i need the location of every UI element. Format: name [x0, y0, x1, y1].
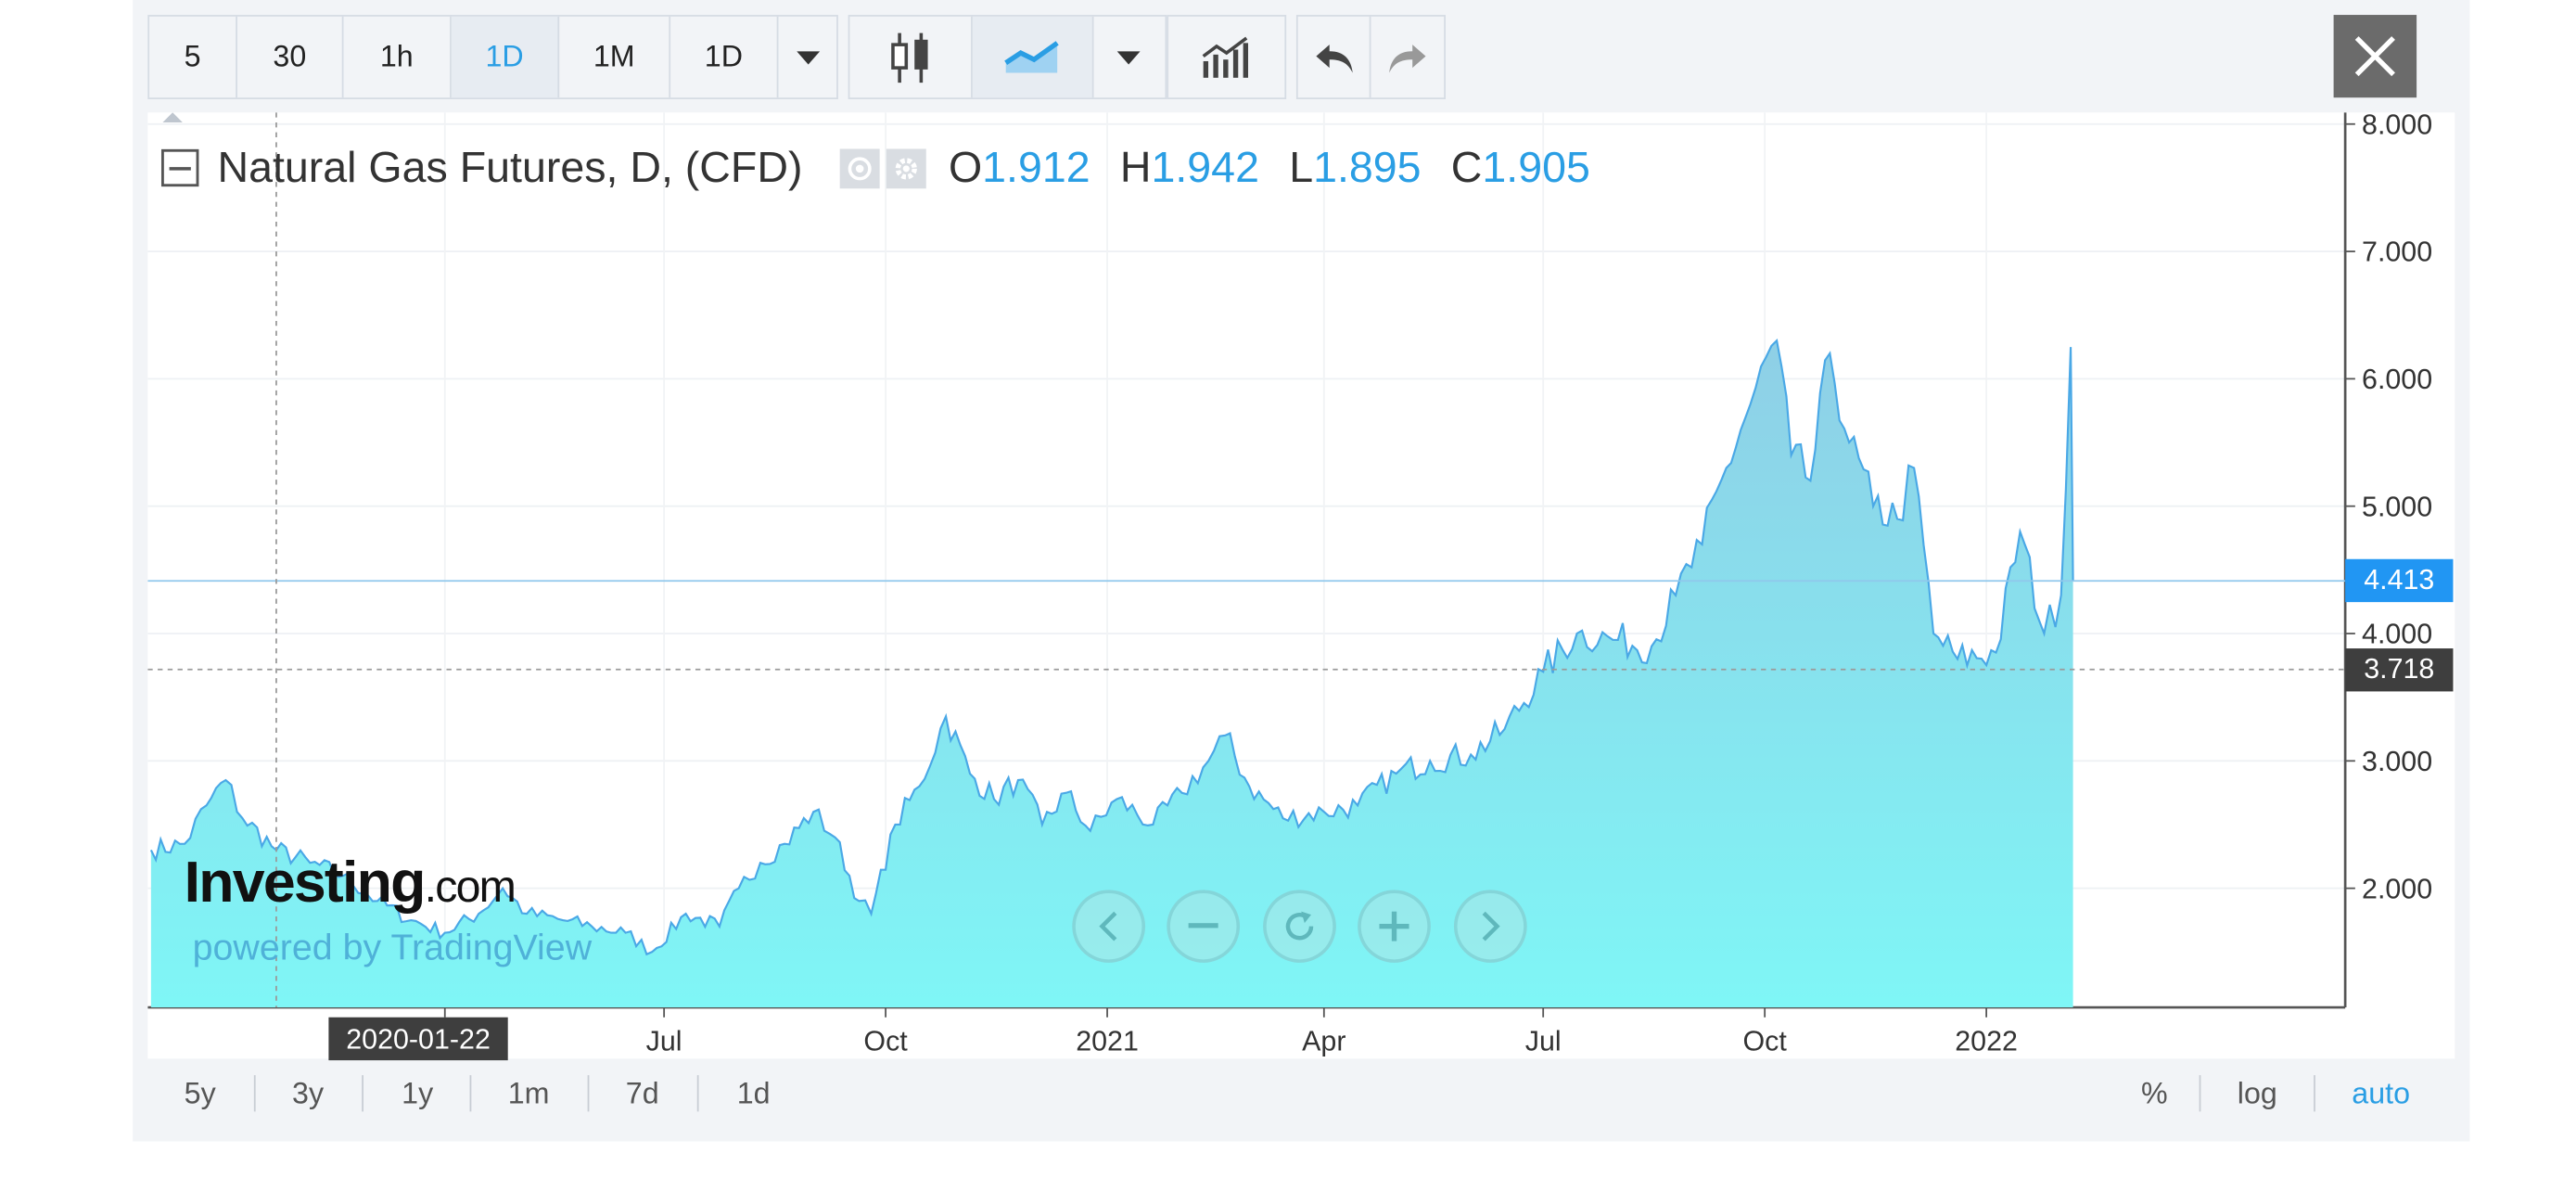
price-series-line — [149, 338, 2074, 956]
low-value: 1.895 — [1313, 142, 1422, 192]
range-divider — [587, 1075, 590, 1112]
area-chart-button[interactable] — [972, 16, 1094, 98]
range-1y-button[interactable]: 1y — [402, 1076, 434, 1109]
reset-icon — [1285, 911, 1314, 941]
reset-button[interactable] — [1263, 890, 1336, 963]
chart-type-group — [848, 15, 1167, 99]
interval-1d-button[interactable]: 1D — [451, 16, 560, 98]
range-divider — [2199, 1075, 2201, 1112]
range-divider — [2314, 1075, 2315, 1112]
visibility-icon[interactable] — [838, 147, 879, 188]
settings-icon[interactable] — [885, 147, 925, 188]
candlestick-icon — [890, 32, 927, 83]
interval-dropdown-button[interactable] — [778, 17, 836, 97]
indicators-icon — [1202, 35, 1249, 77]
zoom-in-button[interactable] — [1358, 890, 1431, 963]
x-tick-label: Oct — [863, 1026, 908, 1057]
chevron-left-icon — [1099, 911, 1117, 941]
range-divider — [362, 1075, 363, 1112]
open-label: O — [948, 142, 983, 192]
history-group — [1295, 15, 1447, 99]
log-scale-button[interactable]: log — [2237, 1076, 2277, 1109]
crosshair-date-label: 2020-01-22 — [328, 1017, 508, 1064]
range-7d-button[interactable]: 7d — [625, 1076, 659, 1109]
y-tick-label: 4.000 — [2362, 620, 2432, 650]
range-3y-button[interactable]: 3y — [292, 1076, 325, 1109]
interval-1m-button[interactable]: 1M — [559, 16, 671, 98]
auto-scale-button[interactable]: auto — [2352, 1076, 2411, 1109]
chevron-down-icon — [796, 50, 820, 64]
x-tick-label: Jul — [646, 1026, 682, 1057]
range-divider — [696, 1075, 699, 1112]
chevron-right-icon — [1482, 911, 1500, 941]
chart-type-dropdown-button[interactable] — [1094, 17, 1162, 97]
last-price-label: 4.413 — [2345, 559, 2454, 603]
candlestick-button[interactable] — [849, 16, 973, 98]
price-chart[interactable]: 2.000 3.000 4.000 5.000 6.000 7.000 8.000 Apr Ju… — [147, 112, 2455, 1058]
chevron-down-icon — [1116, 50, 1140, 64]
percent-scale-button[interactable]: % — [2140, 1076, 2168, 1109]
y-tick-label: 5.000 — [2362, 492, 2432, 522]
interval-30-button[interactable]: 30 — [237, 16, 344, 98]
x-tick-label: Oct — [1742, 1026, 1787, 1057]
scroll-up-icon[interactable] — [147, 112, 191, 129]
price-area-fill — [150, 340, 2073, 1008]
undo-icon — [1315, 44, 1352, 72]
range-divider — [469, 1075, 472, 1112]
powered-by-text: powered by TradingView — [192, 926, 593, 968]
scroll-right-button[interactable] — [1453, 890, 1527, 963]
x-tick-label: 2022 — [1955, 1026, 2018, 1057]
plus-icon — [1379, 911, 1409, 941]
low-label: L — [1289, 142, 1314, 192]
area-chart-icon — [1004, 40, 1059, 72]
range-1d-button[interactable]: 1d — [736, 1076, 771, 1109]
interval-group: 5 30 1h 1D 1M 1D — [147, 15, 838, 99]
y-tick-label: 8.000 — [2362, 112, 2432, 140]
x-tick-label: Jul — [1525, 1026, 1562, 1057]
crosshair-price-label: 3.718 — [2345, 647, 2454, 691]
close-icon — [2354, 36, 2395, 77]
zoom-out-button[interactable] — [1167, 890, 1241, 963]
y-tick-label: 6.000 — [2362, 365, 2432, 395]
y-tick-label: 2.000 — [2362, 874, 2432, 904]
indicators-group — [1167, 15, 1287, 99]
y-tick-label: 7.000 — [2362, 237, 2432, 268]
range-divider — [253, 1075, 256, 1112]
close-value: 1.905 — [1482, 142, 1590, 192]
interval-1h-button[interactable]: 1h — [344, 16, 452, 98]
range-1m-button[interactable]: 1m — [507, 1076, 550, 1109]
x-tick-label: Apr — [1302, 1026, 1345, 1057]
close-label: C — [1450, 142, 1483, 192]
scroll-left-button[interactable] — [1072, 890, 1146, 963]
interval-custom-button[interactable]: 1D — [670, 16, 779, 98]
investing-logo: Investing.com — [184, 850, 516, 916]
high-label: H — [1119, 142, 1152, 192]
symbol-title: Natural Gas Futures, D, (CFD) — [217, 142, 803, 192]
redo-button[interactable] — [1371, 17, 1444, 97]
open-value: 1.912 — [982, 142, 1090, 192]
y-tick-label: 3.000 — [2362, 747, 2432, 777]
undo-button[interactable] — [1298, 16, 1371, 98]
close-button[interactable] — [2333, 15, 2417, 98]
chart-legend: Natural Gas Futures, D, (CFD) O 1.912 H … — [160, 142, 1590, 193]
interval-5-button[interactable]: 5 — [149, 16, 237, 98]
indicators-button[interactable] — [1168, 17, 1284, 97]
range-5y-button[interactable]: 5y — [184, 1076, 216, 1109]
redo-icon — [1389, 44, 1426, 72]
chart-area[interactable]: 2.000 3.000 4.000 5.000 6.000 7.000 8.000 Apr Ju… — [147, 112, 2455, 1059]
range-bar: 5y 3y 1y 1m 7d 1d % log auto — [147, 1060, 2455, 1127]
x-tick-label: 2021 — [1076, 1026, 1139, 1057]
toolbar: 5 30 1h 1D 1M 1D — [0, 0, 2576, 112]
minus-icon — [1188, 923, 1218, 928]
collapse-legend-icon[interactable] — [160, 147, 201, 188]
high-value: 1.942 — [1151, 142, 1259, 192]
